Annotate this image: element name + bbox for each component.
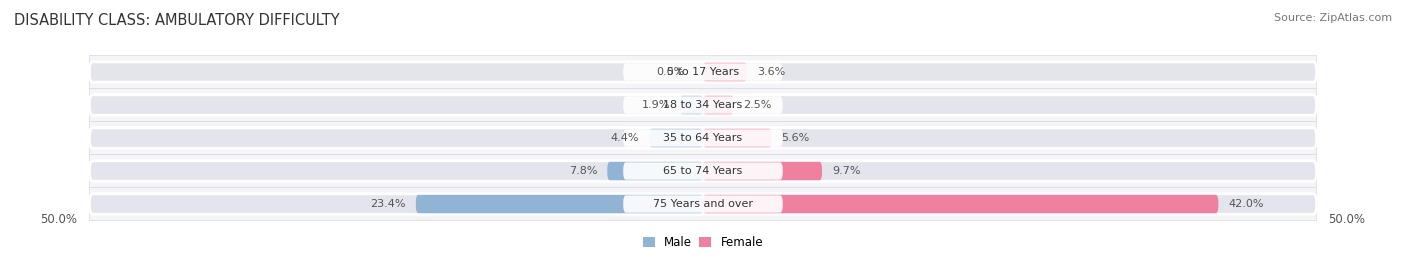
FancyBboxPatch shape bbox=[703, 162, 823, 180]
Text: Source: ZipAtlas.com: Source: ZipAtlas.com bbox=[1274, 13, 1392, 23]
FancyBboxPatch shape bbox=[90, 62, 1316, 82]
Text: 42.0%: 42.0% bbox=[1229, 199, 1264, 209]
FancyBboxPatch shape bbox=[703, 63, 747, 81]
FancyBboxPatch shape bbox=[90, 88, 1316, 121]
FancyBboxPatch shape bbox=[90, 188, 1316, 221]
Text: 35 to 64 Years: 35 to 64 Years bbox=[664, 133, 742, 143]
FancyBboxPatch shape bbox=[623, 96, 783, 114]
FancyBboxPatch shape bbox=[679, 96, 703, 114]
FancyBboxPatch shape bbox=[90, 121, 1316, 155]
Text: DISABILITY CLASS: AMBULATORY DIFFICULTY: DISABILITY CLASS: AMBULATORY DIFFICULTY bbox=[14, 13, 340, 28]
Text: 65 to 74 Years: 65 to 74 Years bbox=[664, 166, 742, 176]
Text: 50.0%: 50.0% bbox=[41, 214, 77, 226]
Text: 3.6%: 3.6% bbox=[756, 67, 785, 77]
FancyBboxPatch shape bbox=[416, 195, 703, 213]
Text: 75 Years and over: 75 Years and over bbox=[652, 199, 754, 209]
FancyBboxPatch shape bbox=[90, 95, 1316, 115]
Text: 23.4%: 23.4% bbox=[371, 199, 406, 209]
FancyBboxPatch shape bbox=[90, 194, 1316, 214]
Text: 18 to 34 Years: 18 to 34 Years bbox=[664, 100, 742, 110]
Text: 0.0%: 0.0% bbox=[657, 67, 685, 77]
Legend: Male, Female: Male, Female bbox=[643, 236, 763, 249]
Text: 4.4%: 4.4% bbox=[610, 133, 640, 143]
FancyBboxPatch shape bbox=[623, 129, 783, 147]
FancyBboxPatch shape bbox=[703, 129, 772, 147]
FancyBboxPatch shape bbox=[623, 63, 783, 81]
FancyBboxPatch shape bbox=[90, 161, 1316, 181]
FancyBboxPatch shape bbox=[90, 155, 1316, 188]
Text: 1.9%: 1.9% bbox=[641, 100, 669, 110]
Text: 9.7%: 9.7% bbox=[832, 166, 860, 176]
FancyBboxPatch shape bbox=[650, 129, 703, 147]
FancyBboxPatch shape bbox=[623, 162, 783, 180]
FancyBboxPatch shape bbox=[703, 195, 1219, 213]
FancyBboxPatch shape bbox=[607, 162, 703, 180]
FancyBboxPatch shape bbox=[90, 55, 1316, 88]
Text: 5.6%: 5.6% bbox=[782, 133, 810, 143]
Text: 5 to 17 Years: 5 to 17 Years bbox=[666, 67, 740, 77]
FancyBboxPatch shape bbox=[623, 195, 783, 213]
FancyBboxPatch shape bbox=[703, 96, 734, 114]
FancyBboxPatch shape bbox=[90, 128, 1316, 148]
Text: 2.5%: 2.5% bbox=[744, 100, 772, 110]
Text: 7.8%: 7.8% bbox=[569, 166, 598, 176]
Text: 50.0%: 50.0% bbox=[1329, 214, 1365, 226]
